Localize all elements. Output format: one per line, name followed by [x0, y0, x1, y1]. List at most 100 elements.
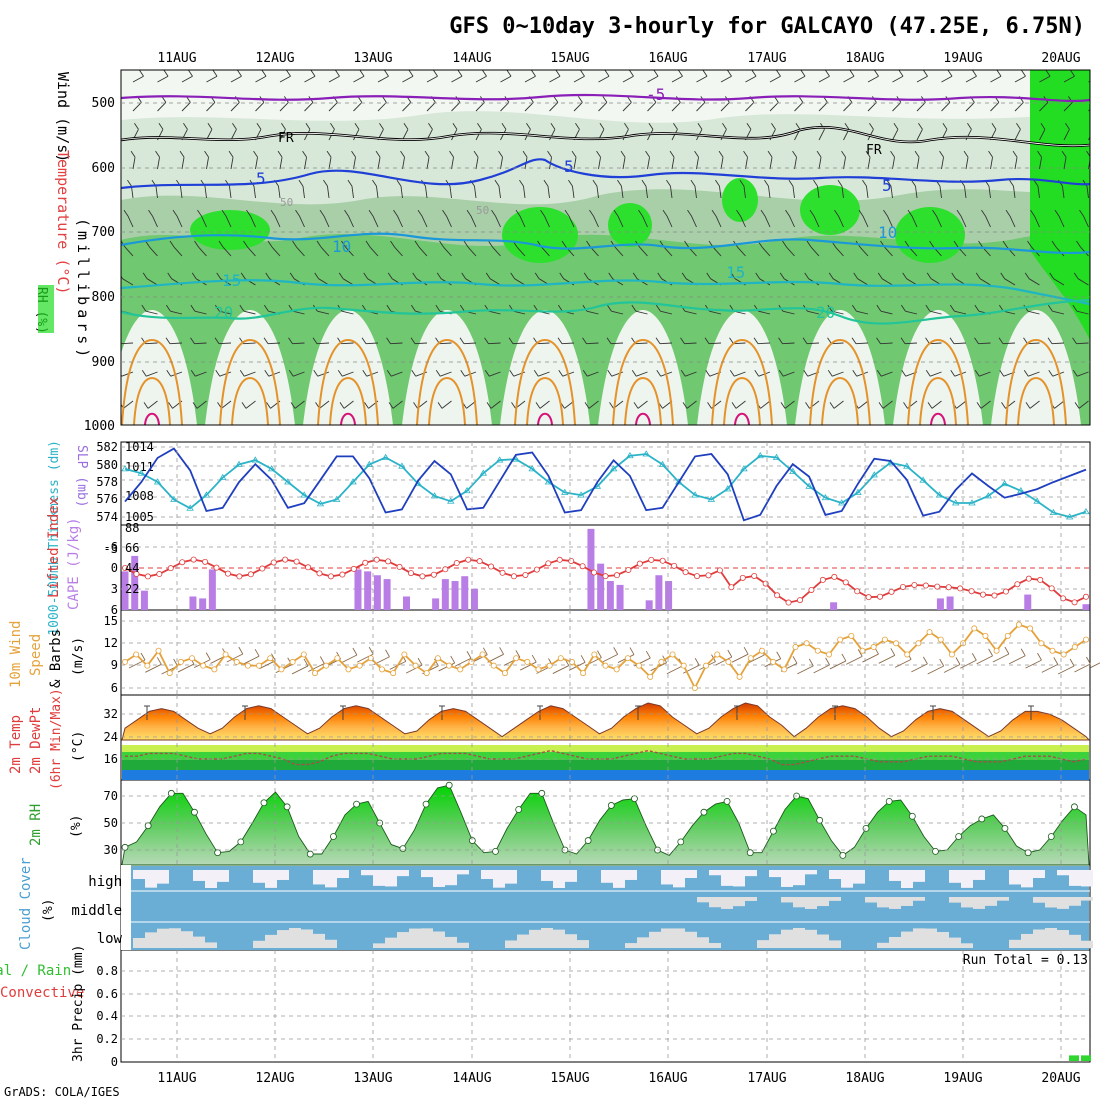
- cloud-low-cell: [529, 929, 541, 948]
- wind-barb-flag: [682, 402, 688, 409]
- wind10-line-point: [736, 673, 743, 680]
- wind-barb-flag: [631, 304, 637, 312]
- cape-bar: [587, 528, 595, 610]
- wind10-line-point: [725, 658, 732, 665]
- wind10-line-point: [971, 625, 978, 632]
- wind10-line-point: [770, 658, 777, 665]
- wind-barb-flag: [849, 70, 855, 77]
- warm-contour: [219, 338, 281, 425]
- cloud-low-cell: [325, 939, 337, 948]
- cloud-low-cell: [385, 937, 397, 948]
- wind-barb-flag: [337, 369, 343, 377]
- wind-barb-flag: [172, 209, 178, 217]
- wind-barb: [734, 371, 746, 377]
- li-line-point: [899, 583, 906, 590]
- wind-barb-flag: [731, 402, 737, 409]
- wind-barb: [145, 342, 158, 345]
- wind-barb-flag: [1002, 240, 1008, 248]
- wind-barb-flag: [127, 179, 132, 187]
- wind-barb-flag: [707, 402, 712, 409]
- wind10-line-point: [457, 666, 464, 673]
- cape-bar: [441, 579, 449, 610]
- wind10-barb: [1008, 655, 1026, 665]
- wind-barb-flag: [702, 70, 708, 77]
- rh-blob: [800, 185, 860, 235]
- wind10-barb-flag: [857, 649, 863, 657]
- wind-barb-flag: [363, 272, 369, 280]
- wind-barb-flag: [753, 337, 759, 344]
- wind-barb-flag: [361, 337, 367, 344]
- rh-point: [515, 806, 523, 813]
- wind10-line-point: [1015, 621, 1022, 628]
- wind-barb: [537, 342, 550, 345]
- cloud-high-cell: [313, 870, 325, 885]
- wind-barb-flag: [978, 240, 983, 248]
- wind-barb: [544, 215, 550, 228]
- wind-barb: [122, 278, 134, 286]
- wind-barb: [990, 102, 1000, 112]
- bottom-date-axis: 11AUG 12AUG 13AUG 14AUG 15AUG 16AUG 17AUG 18AUG…: [157, 1071, 1080, 1086]
- wind-barb: [194, 310, 207, 315]
- cloud-low-cell: [421, 928, 433, 948]
- wind10-line-point: [658, 658, 665, 665]
- wind-barb-flag: [851, 337, 857, 344]
- li-line-point: [408, 570, 415, 577]
- wind-barb: [500, 157, 503, 170]
- y-tick: 900: [92, 355, 115, 370]
- thickness-line-point: [609, 465, 618, 472]
- vertical-gridlines: [176, 442, 1062, 1062]
- wind-barb-flag: [410, 304, 416, 312]
- thickness-tick: 582: [96, 440, 118, 454]
- wind10-line-point: [758, 647, 765, 654]
- wind-barb: [512, 342, 526, 345]
- thickness-line-point: [691, 491, 699, 498]
- wind-barb: [586, 310, 599, 315]
- wind10-line-point: [501, 670, 508, 677]
- wind-barb-flag: [975, 272, 981, 280]
- rh-point: [191, 808, 198, 816]
- thickness-line-point: [1000, 479, 1009, 487]
- wind-barb: [353, 157, 356, 170]
- cloud-high-cell: [853, 870, 865, 884]
- wind-barb: [500, 75, 512, 83]
- wind-barb-flag: [755, 272, 761, 280]
- wind-barb: [348, 215, 354, 228]
- wind10-barb-flag: [1053, 657, 1059, 665]
- wind-barb-flag: [604, 70, 610, 77]
- wind-barb: [292, 310, 305, 315]
- wind-barb-flag: [498, 150, 503, 158]
- wind-barb-flag: [816, 150, 822, 158]
- wind10-line-point: [434, 655, 441, 662]
- wind10-line-point: [613, 666, 620, 673]
- wind10-line-point: [122, 658, 129, 665]
- wind-barb-flag: [192, 402, 198, 409]
- warm-contour: [329, 376, 367, 425]
- wind-barb-flag: [216, 272, 222, 280]
- contour-label: 10: [332, 237, 351, 256]
- wind-barb: [598, 75, 610, 83]
- wind-barb: [587, 371, 599, 377]
- wind10-barb-flag: [417, 657, 423, 666]
- wind-barb: [1039, 75, 1051, 83]
- wind-barb-flag: [972, 70, 977, 77]
- wind-barb: [230, 102, 240, 112]
- li-line-point: [1083, 593, 1090, 600]
- thickness-line-point: [626, 451, 634, 459]
- li-tick: -3: [104, 542, 118, 556]
- wind-barb: [1063, 157, 1067, 170]
- wind-barb-flag: [1009, 179, 1014, 187]
- warm-contour: [711, 338, 773, 425]
- cloud-middle-cell: [865, 897, 877, 903]
- wind-barb-flag: [1012, 150, 1018, 158]
- rh-point: [422, 800, 430, 808]
- wind-barb: [598, 102, 608, 112]
- wind-barb-flag: [953, 240, 959, 248]
- wind-barb-flag: [825, 70, 830, 77]
- wind-barb: [320, 246, 330, 257]
- wind-barb-flag: [452, 123, 458, 130]
- wind-barb-flag: [485, 272, 491, 280]
- wind-barb: [1062, 186, 1065, 199]
- wind-barb-flag: [827, 304, 833, 312]
- wind-barb-flag: [886, 179, 892, 187]
